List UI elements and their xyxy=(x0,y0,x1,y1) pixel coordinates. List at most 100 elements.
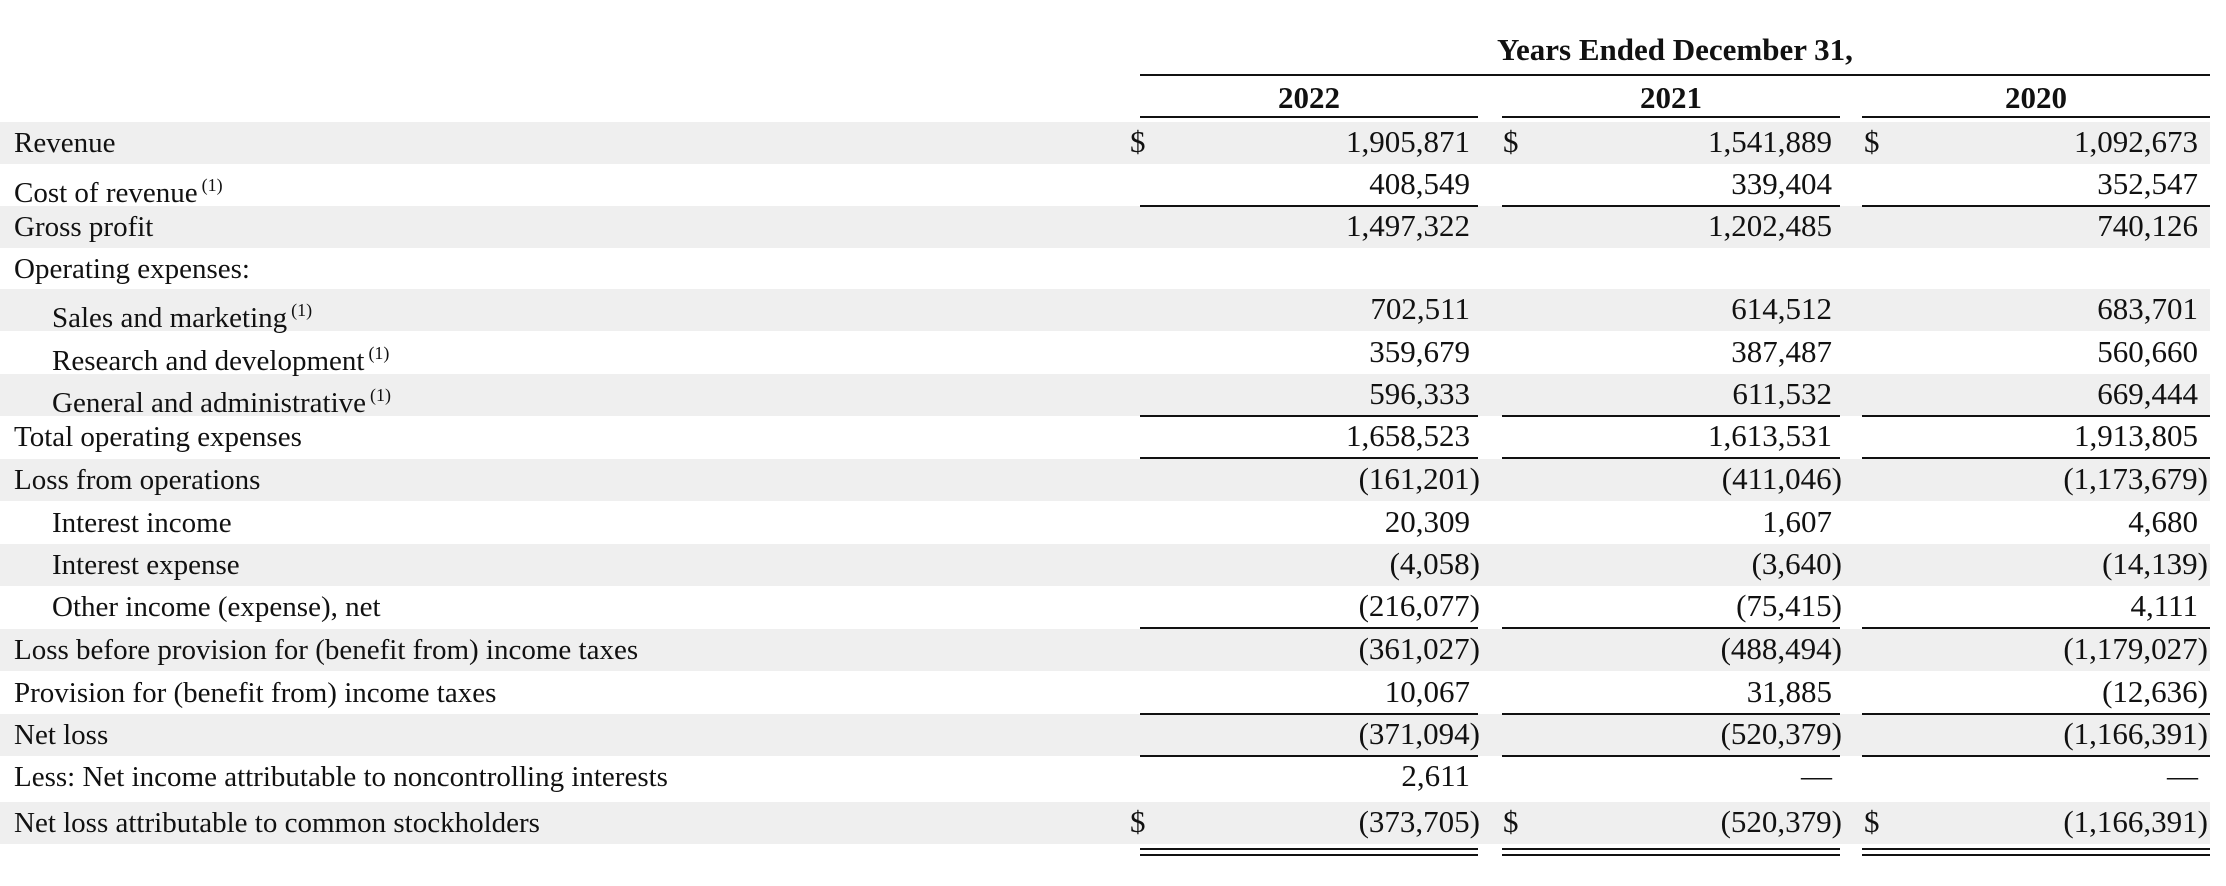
table-cell-value: (1,166,391) xyxy=(2063,804,2208,839)
footnote-marker: (1) xyxy=(370,385,392,405)
row-label: Revenue xyxy=(14,126,115,160)
row-label: Research and development (1) xyxy=(52,336,389,378)
subtotal-rule xyxy=(1140,627,1478,629)
row-label-text: Loss from operations xyxy=(14,464,261,496)
table-cell-value: 2,611 xyxy=(1401,758,1470,793)
table-cell-value: (1,173,679) xyxy=(2063,461,2208,496)
row-label-text: Net loss attributable to common stockhol… xyxy=(14,807,540,839)
row-label-text: General and administrative xyxy=(52,387,367,419)
row-band xyxy=(0,206,2210,248)
footnote-marker: (1) xyxy=(201,175,223,195)
table-cell-value: 596,333 xyxy=(1369,376,1470,411)
subtotal-rule xyxy=(1140,755,1478,757)
column-header: 2020 xyxy=(2005,80,2067,115)
footnote-marker: (1) xyxy=(368,343,390,363)
table-cell-value: 339,404 xyxy=(1731,166,1832,201)
table-cell-value: 31,885 xyxy=(1746,674,1832,709)
row-label: Total operating expenses xyxy=(14,420,302,454)
table-cell-value: 4,680 xyxy=(2128,504,2198,539)
row-label-text: Cost of revenue xyxy=(14,177,198,209)
row-label: Loss before provision for (benefit from)… xyxy=(14,633,638,667)
table-cell-value: 359,679 xyxy=(1369,334,1470,369)
row-label-text: Gross profit xyxy=(14,211,154,243)
table-cell-value: — xyxy=(2167,758,2198,793)
table-cell-value: (1,179,027) xyxy=(2063,631,2208,666)
row-label: Net loss attributable to common stockhol… xyxy=(14,806,540,840)
subtotal-rule xyxy=(1140,205,1478,207)
table-cell-value: 669,444 xyxy=(2097,376,2198,411)
table-cell-value: 20,309 xyxy=(1384,504,1470,539)
table-cell-value: — xyxy=(1801,758,1832,793)
row-label: Gross profit xyxy=(14,210,153,244)
table-cell-value: 614,512 xyxy=(1731,291,1832,326)
footnote-marker: (1) xyxy=(291,300,313,320)
table-cell-value: (411,046) xyxy=(1721,461,1842,496)
subtotal-rule xyxy=(1862,457,2210,459)
table-cell-value: 1,905,871 xyxy=(1346,124,1470,159)
total-double-rule xyxy=(1502,854,1840,856)
row-band xyxy=(0,374,2210,416)
row-label-text: Research and development xyxy=(52,345,365,377)
total-double-rule xyxy=(1502,848,1840,850)
row-label-text: Loss before provision for (benefit from)… xyxy=(14,634,639,666)
table-cell-value: 560,660 xyxy=(2097,334,2198,369)
table-cell-value: 1,658,523 xyxy=(1346,418,1470,453)
row-band xyxy=(0,289,2210,331)
table-cell-value: 1,541,889 xyxy=(1708,124,1832,159)
table-cell-value: (373,705) xyxy=(1358,804,1480,839)
table-cell-value: (361,027) xyxy=(1358,631,1480,666)
column-header: 2021 xyxy=(1640,80,1702,115)
table-cell-value: (14,139) xyxy=(2102,546,2208,581)
table-cell-value: (4,058) xyxy=(1389,546,1480,581)
subtotal-rule xyxy=(1862,627,2210,629)
table-cell-value: 1,202,485 xyxy=(1708,208,1832,243)
subtotal-rule xyxy=(1502,457,1840,459)
row-band xyxy=(0,714,2210,756)
row-label: Loss from operations xyxy=(14,463,260,497)
row-label: Provision for (benefit from) income taxe… xyxy=(14,676,496,710)
row-label: Other income (expense), net xyxy=(52,590,381,624)
row-label-text: Other income (expense), net xyxy=(52,591,381,623)
currency-symbol: $ xyxy=(1130,804,1146,839)
currency-symbol: $ xyxy=(1503,804,1519,839)
currency-symbol: $ xyxy=(1864,804,1880,839)
subtotal-rule xyxy=(1862,713,2210,715)
currency-symbol: $ xyxy=(1864,124,1880,159)
table-cell-value: 702,511 xyxy=(1370,291,1470,326)
row-band xyxy=(0,122,2210,164)
total-double-rule xyxy=(1862,854,2210,856)
row-label-text: Operating expenses: xyxy=(14,253,250,285)
subtotal-rule xyxy=(1502,627,1840,629)
row-label-text: Interest income xyxy=(52,507,232,539)
table-cell-value: 1,913,805 xyxy=(2074,418,2198,453)
subtotal-rule xyxy=(1862,205,2210,207)
table-cell-value: (371,094) xyxy=(1358,716,1480,751)
row-band xyxy=(0,802,2210,844)
table-cell-value: (216,077) xyxy=(1358,588,1480,623)
table-cell-value: 740,126 xyxy=(2097,208,2198,243)
table-cell-value: 352,547 xyxy=(2097,166,2198,201)
table-cell-value: (75,415) xyxy=(1736,588,1842,623)
table-cell-value: (3,640) xyxy=(1751,546,1842,581)
table-cell-value: (12,636) xyxy=(2102,674,2208,709)
column-header-rule xyxy=(1862,116,2210,118)
table-cell-value: (488,494) xyxy=(1720,631,1842,666)
subtotal-rule xyxy=(1140,713,1478,715)
table-cell-value: (1,166,391) xyxy=(2063,716,2208,751)
table-cell-value: 683,701 xyxy=(2097,291,2198,326)
subtotal-rule xyxy=(1502,205,1840,207)
subtotal-rule xyxy=(1862,415,2210,417)
row-band xyxy=(0,459,2210,501)
table-cell-value: 387,487 xyxy=(1731,334,1832,369)
subtotal-rule xyxy=(1502,755,1840,757)
row-label: Interest expense xyxy=(52,548,240,582)
row-label: Less: Net income attributable to noncont… xyxy=(14,760,668,794)
table-cell-value: 1,497,322 xyxy=(1346,208,1470,243)
table-cell-value: 611,532 xyxy=(1732,376,1832,411)
row-label: Net loss xyxy=(14,718,108,752)
subtotal-rule xyxy=(1140,415,1478,417)
currency-symbol: $ xyxy=(1130,124,1146,159)
table-cell-value: 4,111 xyxy=(2130,588,2198,623)
total-double-rule xyxy=(1140,854,1478,856)
row-label-text: Sales and marketing xyxy=(52,302,288,334)
